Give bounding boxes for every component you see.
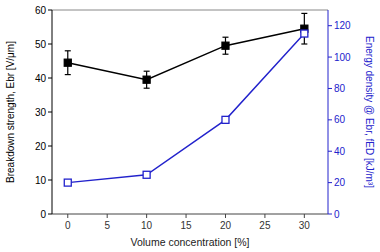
x-axis-label: Volume concentration [%] <box>130 236 249 248</box>
y-tick <box>48 10 52 11</box>
y2-tick-label: 80 <box>334 83 346 94</box>
x-tick <box>146 214 147 218</box>
y2-axis-label: Energy density @ Ebr, fED [kJ/m³] <box>364 36 375 188</box>
y2-tick-label: 120 <box>334 20 351 31</box>
y2-tick <box>328 151 332 152</box>
y2-tick <box>328 57 332 58</box>
error-bar-cap <box>144 71 150 72</box>
y2-tick-label: 60 <box>334 114 346 125</box>
x-tick-label: 30 <box>299 220 311 231</box>
y-tick <box>48 146 52 147</box>
point <box>143 171 150 178</box>
y2-tick-label: 40 <box>334 146 346 157</box>
error-bar-cap <box>65 50 71 51</box>
y-tick-label: 30 <box>35 107 47 118</box>
error-bar <box>144 71 150 88</box>
y2-tick <box>328 182 332 183</box>
error-bar-cap <box>144 88 150 89</box>
plot-area <box>64 13 308 186</box>
y-tick-label: 20 <box>35 141 47 152</box>
y2-tick <box>328 88 332 89</box>
chart: 0 5 10 15 20 25 30 0 10 20 30 40 50 60 0 20 40 60 80 100 120… <box>0 0 380 252</box>
x-tick-label: 20 <box>220 220 232 231</box>
y-tick-label: 0 <box>40 209 46 220</box>
y-axis-label: Breakdown strength, Ebr [V/μm] <box>5 41 16 183</box>
x-tick-label: 5 <box>104 220 110 231</box>
x-tick <box>107 214 108 218</box>
error-bar <box>301 13 307 44</box>
error-bar-cap <box>222 54 228 55</box>
point <box>143 76 150 83</box>
series-line <box>68 34 305 183</box>
error-bar-cap <box>301 43 307 44</box>
y2-tick-label: 0 <box>334 209 340 220</box>
x-tick <box>225 214 226 218</box>
point <box>222 42 229 49</box>
x-tick-label: 15 <box>180 220 192 231</box>
y-tick <box>48 112 52 113</box>
x-axis-line <box>52 214 328 215</box>
x-tick <box>304 214 305 218</box>
y2-tick-label: 20 <box>334 177 346 188</box>
error-bar <box>65 51 71 75</box>
point <box>64 179 71 186</box>
error-bar-cap <box>65 74 71 75</box>
point <box>64 59 71 66</box>
error-bar <box>222 37 228 54</box>
frame-top <box>52 10 328 11</box>
y-tick-label: 50 <box>35 39 47 50</box>
y-tick <box>48 78 52 79</box>
y2-tick <box>328 214 332 215</box>
y-tick-label: 60 <box>35 5 47 16</box>
y-tick-label: 10 <box>35 175 47 186</box>
y2-tick <box>328 25 332 26</box>
x-tick <box>186 214 187 218</box>
y2-tick-label: 100 <box>334 52 351 63</box>
error-bar-cap <box>222 37 228 38</box>
y-tick <box>48 44 52 45</box>
x-tick-label: 0 <box>65 220 71 231</box>
x-tick-label: 25 <box>259 220 271 231</box>
x-tick <box>67 214 68 218</box>
point <box>301 30 308 37</box>
y-tick <box>48 214 52 215</box>
error-bar-cap <box>301 13 307 14</box>
y-tick-label: 40 <box>35 73 47 84</box>
y2-tick <box>328 119 332 120</box>
point <box>222 116 229 123</box>
y2-axis-line <box>328 10 329 214</box>
y-tick <box>48 180 52 181</box>
x-tick <box>264 214 265 218</box>
x-tick-label: 10 <box>141 220 153 231</box>
